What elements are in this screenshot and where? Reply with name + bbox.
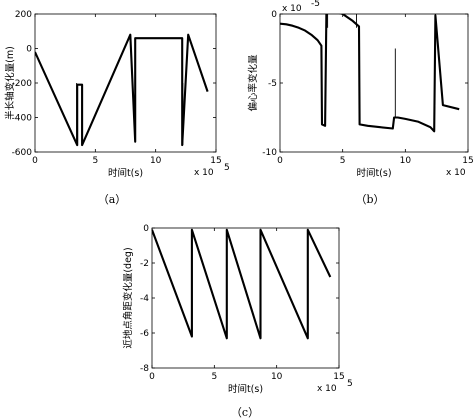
y-multiplier-exponent: -5 — [311, 0, 320, 9]
x-multiplier: x 10 — [194, 168, 214, 178]
plot-frame — [151, 227, 340, 369]
y-tick-label: -10 — [262, 148, 277, 158]
y-multiplier: x 10 — [282, 4, 302, 14]
y-tick-label: 0 — [143, 224, 149, 234]
y-axis-label: 偏心率变化量 — [247, 54, 259, 112]
panel-caption: （c） — [231, 406, 259, 419]
y-tick-label: -5 — [268, 79, 277, 89]
chart-panel-c: 0 5 10 15 -8 -6 -4 -2 0 x 10 5 时间t(s) 近地点角距变化量(deg) （… — [122, 224, 353, 419]
x-tick-label: 15 — [462, 156, 473, 166]
y-tick-label: -400 — [12, 114, 33, 124]
y-tick-label: -200 — [12, 79, 33, 89]
x-tick-label: 5 — [211, 372, 217, 382]
x-tick-label: 15 — [210, 156, 221, 166]
y-tick-label: 200 — [15, 10, 32, 20]
chart-panel-a: 0 5 10 15 -600 -400 -200 0 200 x 10 5 时间t(s) 半长轴变化量(… — [4, 10, 230, 206]
x-multiplier-exponent: 5 — [224, 163, 230, 173]
y-tick-label: -4 — [140, 294, 149, 304]
x-tick-label: 0 — [149, 372, 155, 382]
x-multiplier: x 10 — [317, 384, 337, 394]
x-tick-label: 5 — [340, 156, 346, 166]
y-tick-label: -2 — [140, 259, 149, 269]
x-tick-label: 15 — [333, 372, 344, 382]
series-line — [280, 14, 460, 133]
x-tick-label: 0 — [32, 156, 38, 166]
y-tick-label: -8 — [140, 364, 149, 374]
x-tick-label: 5 — [92, 156, 98, 166]
panel-caption: （a） — [98, 193, 127, 206]
x-axis-label: 时间t(s) — [356, 167, 391, 179]
x-tick-label: 0 — [277, 156, 283, 166]
series-line — [35, 33, 209, 147]
x-axis-label: 时间t(s) — [228, 383, 263, 395]
series-line — [152, 228, 332, 340]
x-tick-label: 10 — [150, 156, 162, 166]
y-tick-label: -6 — [140, 329, 149, 339]
y-axis-label: 半长轴变化量(m) — [4, 46, 16, 120]
y-tick-label: 0 — [271, 10, 277, 20]
plot-frame — [279, 13, 469, 153]
y-tick-label: 0 — [26, 45, 32, 55]
x-tick-label: 10 — [400, 156, 412, 166]
x-multiplier-exponent: 5 — [347, 379, 353, 389]
y-tick-label: -600 — [12, 148, 33, 158]
x-tick-label: 10 — [271, 372, 283, 382]
y-axis-label: 近地点角距变化量(deg) — [122, 247, 134, 348]
x-axis-label: 时间t(s) — [108, 167, 143, 179]
x-multiplier: x 10 — [446, 168, 466, 178]
panel-caption: （b） — [355, 193, 384, 206]
